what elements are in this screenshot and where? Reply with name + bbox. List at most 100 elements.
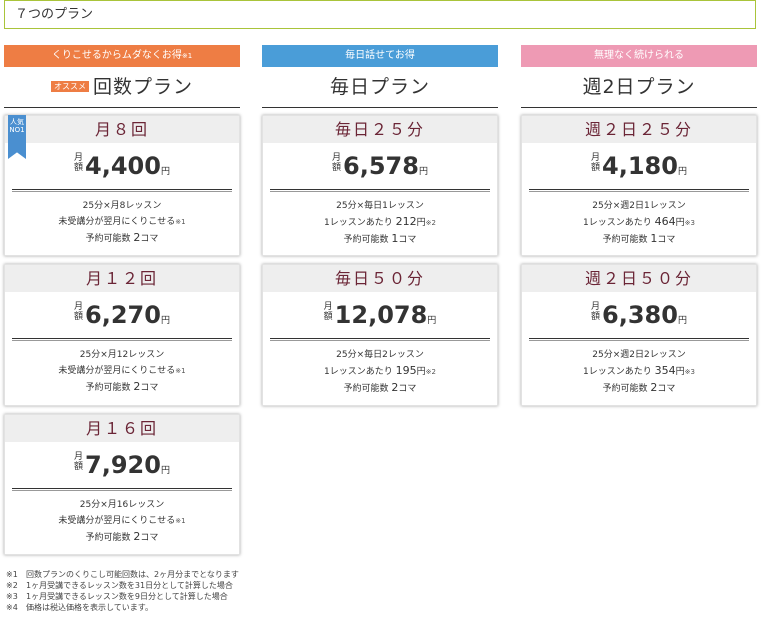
price-amount: 6,578 — [343, 152, 419, 180]
reservation-count: 1 — [391, 232, 399, 245]
reservation-count: 2 — [391, 381, 399, 394]
divider — [529, 338, 749, 341]
divider — [12, 338, 232, 341]
monthly-label: 月額 — [591, 153, 601, 173]
detail-per-lesson: 1レッスンあたり 354円※3 — [522, 363, 756, 380]
reservation-unit: コマ — [657, 384, 676, 394]
detail-lessons: 25分×週2日2レッスン — [592, 350, 686, 360]
column-header: くりこせるからムダなくお得※1 — [4, 45, 240, 67]
price-amount: 12,078 — [334, 301, 428, 329]
detail-lessons: 25分×毎日1レッスン — [336, 201, 424, 211]
per-lesson-price: 212 — [395, 215, 417, 228]
note-mark: ※2 — [425, 219, 436, 227]
note-mark: ※2 — [425, 368, 436, 376]
note-mark: ※1 — [175, 218, 186, 226]
per-lesson-label: 1レッスンあたり — [324, 218, 396, 228]
column-header-note: ※1 — [181, 52, 193, 60]
reservation-unit: コマ — [398, 235, 417, 245]
plan-card[interactable]: 週２日５０分 月額6,380円 25分×週2日2レッスン 1レッスンあたり 35… — [521, 264, 757, 406]
plan-column-daily: 毎日話せてお得 毎日プラン 毎日２５分 月額6,578円 25分×毎日1レッスン… — [262, 45, 498, 406]
reservation-unit: コマ — [657, 235, 676, 245]
per-lesson-price: 464 — [654, 215, 676, 228]
reservation-count: 2 — [650, 381, 658, 394]
footnote-text: 価格は税込価格を表示しています。 — [26, 603, 153, 612]
plan-details: 25分×月8レッスン 未受講分が翌月にくりこせる※1 予約可能数 2コマ — [5, 192, 239, 247]
per-lesson-unit: 円 — [416, 218, 426, 228]
footnote-3: ※3 1ヶ月受講できるレッスン数を9日分として計算した場合 — [6, 591, 239, 602]
detail-per-lesson: 1レッスンあたり 212円※2 — [263, 214, 497, 231]
plan-card[interactable]: 月１２回 月額6,270円 25分×月12レッスン 未受講分が翌月にくりこせる※… — [4, 264, 240, 406]
column-header: 毎日話せてお得 — [262, 45, 498, 67]
note-mark: ※1 — [175, 517, 186, 525]
plan-card[interactable]: 月１６回 月額7,920円 25分×月16レッスン 未受講分が翌月にくりこせる※… — [4, 414, 240, 555]
monthly-label: 月額 — [323, 302, 333, 322]
column-header-text: くりこせるからムダなくお得 — [51, 50, 182, 61]
price-row: 月額12,078円 — [263, 292, 497, 338]
card-title: 月１６回 — [5, 415, 239, 442]
footnote-mark: ※2 — [6, 581, 18, 590]
reservation-count: 2 — [133, 231, 141, 244]
card-title: 毎日２５分 — [263, 116, 497, 143]
monthly-label: 月額 — [74, 302, 84, 322]
price-amount: 4,400 — [85, 152, 161, 180]
per-lesson-unit: 円 — [675, 367, 685, 377]
plan-details: 25分×毎日2レッスン 1レッスンあたり 195円※2 予約可能数 2コマ — [263, 341, 497, 397]
footnote-1: ※1 回数プランのくりこし可能回数は、2ヶ月分までとなります — [6, 569, 239, 580]
detail-lessons: 25分×月16レッスン — [79, 500, 165, 510]
detail-carryover: 未受講分が翌月にくりこせる※1 — [5, 214, 239, 230]
per-lesson-unit: 円 — [416, 367, 426, 377]
per-lesson-price: 354 — [654, 364, 676, 377]
monthly-label: 月額 — [74, 452, 84, 472]
detail-per-lesson: 1レッスンあたり 464円※3 — [522, 214, 756, 231]
plan-card[interactable]: 週２日２５分 月額4,180円 25分×週2日1レッスン 1レッスンあたり 46… — [521, 115, 757, 256]
plan-card[interactable]: 毎日２５分 月額6,578円 25分×毎日1レッスン 1レッスンあたり 212円… — [262, 115, 498, 256]
footnote-mark: ※3 — [6, 592, 18, 601]
detail-reservations: 予約可能数 1コマ — [263, 231, 497, 248]
reservation-unit: コマ — [140, 533, 159, 543]
popular-ribbon: 人気NO1 — [8, 115, 26, 159]
card-title: 毎日５０分 — [263, 265, 497, 292]
detail-reservations: 予約可能数 2コマ — [522, 380, 756, 397]
reservation-unit: コマ — [140, 383, 159, 393]
plan-card[interactable]: 毎日５０分 月額12,078円 25分×毎日2レッスン 1レッスンあたり 195… — [262, 264, 498, 406]
note-mark: ※3 — [684, 368, 695, 376]
yen-unit: 円 — [418, 167, 428, 177]
reservation-label: 予約可能数 — [85, 533, 134, 543]
monthly-label: 月額 — [332, 153, 342, 173]
detail-reservations: 予約可能数 2コマ — [5, 230, 239, 247]
plan-name-text: 週2日プラン — [582, 76, 696, 98]
footnote-mark: ※4 — [6, 603, 18, 612]
reservation-unit: コマ — [140, 234, 159, 244]
footnote-mark: ※1 — [6, 570, 18, 579]
footnote-4: ※4 価格は税込価格を表示しています。 — [6, 602, 239, 613]
recommend-badge: オススメ — [50, 81, 89, 92]
price-amount: 4,180 — [602, 152, 678, 180]
reservation-count: 2 — [133, 380, 141, 393]
price-amount: 6,380 — [602, 301, 678, 329]
price-amount: 7,920 — [85, 451, 161, 479]
divider — [529, 189, 749, 192]
card-title: 週２日５０分 — [522, 265, 756, 292]
monthly-label: 月額 — [74, 153, 84, 173]
detail-carryover: 未受講分が翌月にくりこせる※1 — [5, 513, 239, 529]
note-mark: ※3 — [684, 219, 695, 227]
divider — [12, 488, 232, 491]
price-row: 月額4,180円 — [522, 143, 756, 189]
plan-name: 毎日プラン — [262, 67, 498, 108]
plan-column-count: くりこせるからムダなくお得※1 オススメ 回数プラン 人気NO1 月８回 月額4,… — [4, 45, 240, 555]
card-title: 月８回 — [5, 116, 239, 143]
plan-card[interactable]: 人気NO1 月８回 月額4,400円 25分×月8レッスン 未受講分が翌月にくり… — [4, 115, 240, 256]
plan-details: 25分×毎日1レッスン 1レッスンあたり 212円※2 予約可能数 1コマ — [263, 192, 497, 248]
yen-unit: 円 — [677, 316, 687, 326]
plan-name: 週2日プラン — [521, 67, 757, 108]
plan-details: 25分×月12レッスン 未受講分が翌月にくりこせる※1 予約可能数 2コマ — [5, 341, 239, 396]
carryover-text: 未受講分が翌月にくりこせる — [58, 366, 176, 376]
price-row: 月額7,920円 — [5, 442, 239, 488]
footnote-2: ※2 1ヶ月受講できるレッスン数を31日分として計算した場合 — [6, 580, 239, 591]
reservation-label: 予約可能数 — [343, 235, 392, 245]
detail-reservations: 予約可能数 2コマ — [5, 379, 239, 396]
footnote-text: 回数プランのくりこし可能回数は、2ヶ月分までとなります — [26, 570, 239, 579]
plan-name-text: 回数プラン — [92, 76, 193, 98]
footnote-text: 1ヶ月受講できるレッスン数を9日分として計算した場合 — [26, 592, 228, 601]
reservation-label: 予約可能数 — [602, 235, 651, 245]
